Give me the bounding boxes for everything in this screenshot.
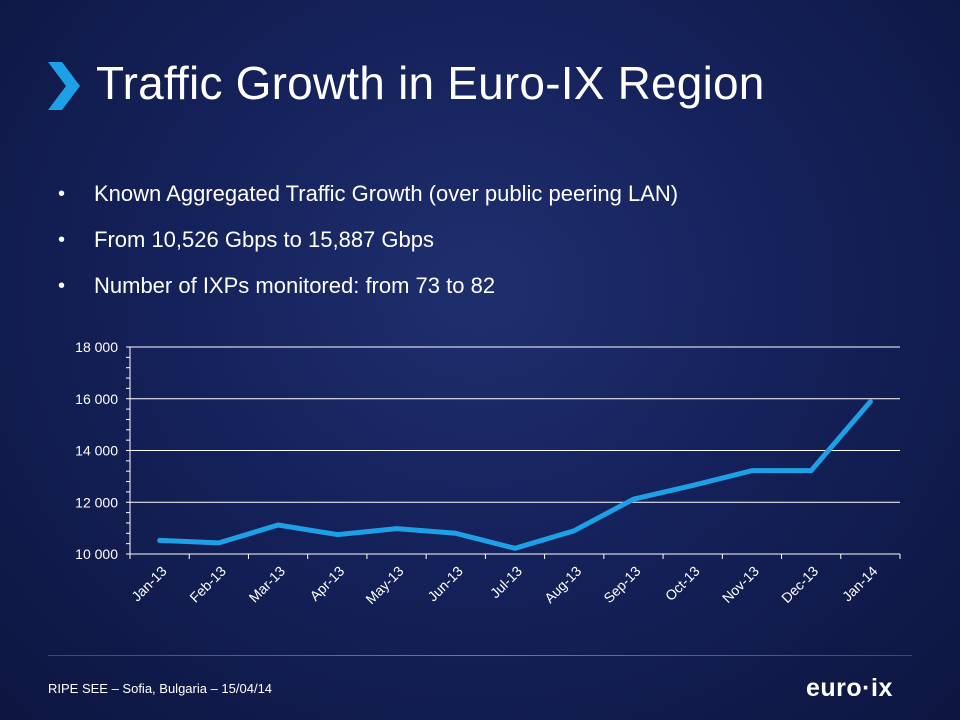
x-tick-label: Sep-13 <box>600 563 643 606</box>
x-tick-label: Jan-14 <box>839 563 881 605</box>
x-tick-label: May-13 <box>362 563 406 607</box>
y-tick-label: 12 000 <box>75 494 118 510</box>
footer-text: RIPE SEE – Sofia, Bulgaria – 15/04/14 <box>48 681 273 696</box>
x-tick-label: Oct-13 <box>662 563 703 604</box>
x-tick-label: Jan-13 <box>128 563 170 605</box>
bullet-text: Number of IXPs monitored: from 73 to 82 <box>94 273 496 298</box>
bullet-icon: • <box>58 275 66 297</box>
chevron-right-icon <box>48 62 80 110</box>
y-tick-label: 10 000 <box>75 546 118 562</box>
x-tick-label: Apr-13 <box>306 563 347 604</box>
y-tick-label: 14 000 <box>75 443 118 459</box>
euro-ix-logo: euro·ix <box>806 674 893 702</box>
x-tick-label: Nov-13 <box>719 563 762 606</box>
x-tick-label: Jul-13 <box>487 563 525 601</box>
bullet-icon: • <box>58 229 66 251</box>
x-tick-label: Mar-13 <box>246 563 289 606</box>
bullet-list: • Known Aggregated Traffic Growth (over p… <box>58 176 678 314</box>
x-tick-label: Dec-13 <box>778 563 821 606</box>
traffic-line-chart: 10 000 12 000 14 000 16 000 18 000 Jan-13 Feb-… <box>75 339 901 607</box>
footer-divider <box>48 655 912 656</box>
x-tick-label: Aug-13 <box>541 563 584 606</box>
x-tick-label: Feb-13 <box>186 563 229 606</box>
x-tick-label: Jun-13 <box>424 563 466 605</box>
bullet-item: • From 10,526 Gbps to 15,887 Gbps <box>58 222 678 268</box>
bullet-text: Known Aggregated Traffic Growth (over pu… <box>94 181 679 206</box>
bullet-item: • Known Aggregated Traffic Growth (over p… <box>58 176 678 222</box>
y-tick-label: 16 000 <box>75 391 118 407</box>
bullet-item: • Number of IXPs monitored: from 73 to 82 <box>58 268 678 314</box>
bullet-text: From 10,526 Gbps to 15,887 Gbps <box>94 227 434 252</box>
bullet-icon: • <box>58 183 66 205</box>
slide-title: Traffic Growth in Euro-IX Region <box>96 57 765 109</box>
series-line <box>157 399 873 551</box>
y-tick-label: 18 000 <box>75 339 118 355</box>
